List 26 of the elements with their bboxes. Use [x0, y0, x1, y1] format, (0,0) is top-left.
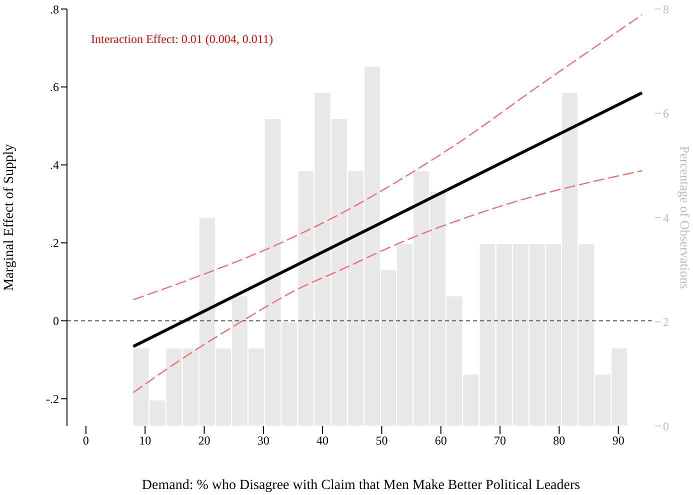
x-tick-label: 10 — [139, 434, 152, 448]
y-tick-label: .6 — [50, 80, 59, 94]
x-tick-label: 70 — [494, 434, 506, 448]
x-axis-title: Demand: % who Disagree with Claim that Men Make Better Political Leaders — [142, 478, 580, 493]
x-tick-label: 50 — [376, 434, 388, 448]
x-tick-label: 80 — [553, 434, 566, 448]
x-tick-label: 90 — [612, 434, 624, 448]
y2-axis-title: Percentage of Observations — [677, 146, 692, 289]
y2-tick-label: 8 — [663, 2, 669, 16]
y-tick-label: -.2 — [46, 392, 59, 406]
y-tick-label: .8 — [50, 2, 59, 16]
y-tick-label: 0 — [53, 314, 59, 328]
y2-tick-label: 6 — [663, 106, 669, 121]
x-tick-label: 60 — [434, 434, 447, 448]
x-tick-label: 30 — [257, 434, 270, 448]
line-series — [132, 170, 643, 394]
y-tick-label: .4 — [50, 158, 59, 172]
y2-tick-label: 4 — [663, 210, 669, 225]
x-tick-label: 40 — [316, 434, 329, 448]
y2-tick-label: 2 — [663, 315, 669, 330]
x-tick-label: 0 — [82, 434, 89, 448]
y2-tick-label: 0 — [663, 419, 669, 434]
y-tick-label: .2 — [50, 236, 59, 250]
x-tick-label: 20 — [198, 434, 210, 448]
annotation: Interaction Effect: 0.01 (0.004, 0.011) — [91, 32, 273, 47]
y-axis-title: Marginal Effect of Supply — [2, 144, 17, 291]
